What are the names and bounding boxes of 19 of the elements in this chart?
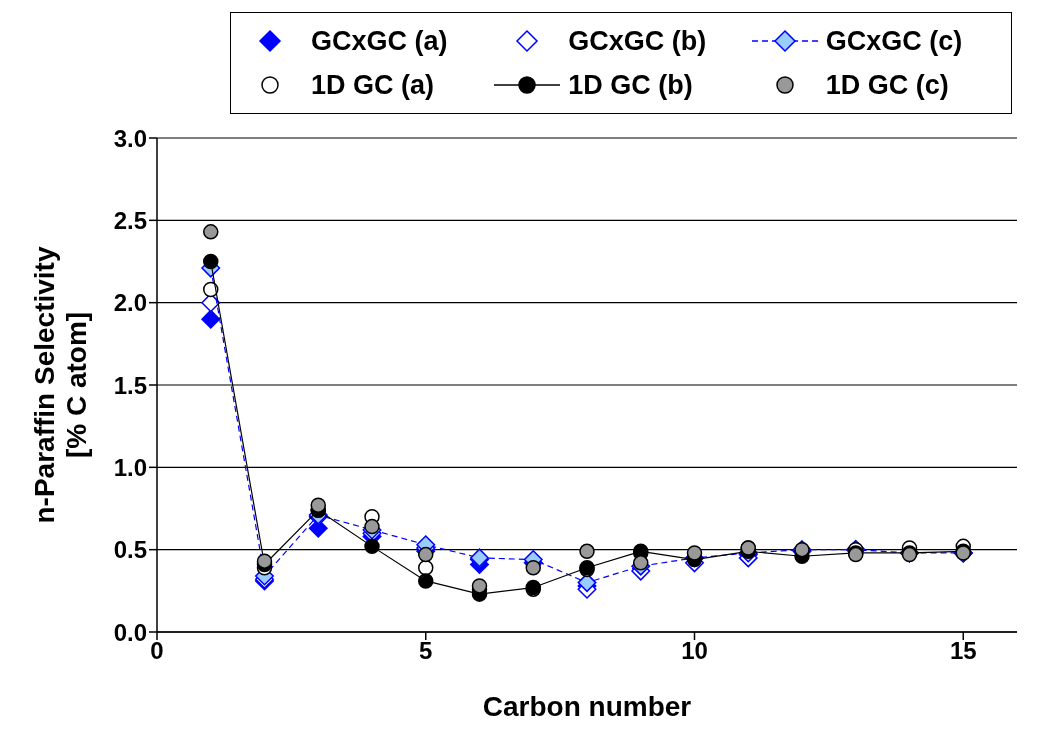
legend-label: GCxGC (b) bbox=[568, 25, 707, 57]
y-axis-title: n-Paraffin Selectivity [% C atom] bbox=[29, 246, 92, 524]
x-tick-label: 5 bbox=[419, 637, 433, 665]
legend-label: 1D GC (b) bbox=[568, 69, 693, 101]
x-tick-label: 10 bbox=[681, 637, 708, 665]
y-tick-label: 2.5 bbox=[113, 206, 147, 234]
x-axis-title: Carbon number bbox=[482, 691, 692, 722]
x-tick-label: 0 bbox=[150, 637, 164, 665]
legend-label: 1D GC (c) bbox=[825, 69, 949, 101]
y-tick-label: 1.0 bbox=[113, 453, 147, 481]
y-tick-label: 0.0 bbox=[113, 618, 147, 646]
legend-label: GCxGC (a) bbox=[311, 25, 448, 57]
legend-label: GCxGC (c) bbox=[825, 25, 963, 57]
x-tick-label: 15 bbox=[949, 637, 977, 665]
y-tick-label: 3.0 bbox=[113, 124, 147, 152]
legend-label: 1D GC (a) bbox=[311, 69, 435, 101]
y-tick-label: 2.0 bbox=[113, 289, 147, 317]
y-tick-label: 0.5 bbox=[113, 536, 147, 564]
y-tick-label: 1.5 bbox=[113, 371, 147, 399]
